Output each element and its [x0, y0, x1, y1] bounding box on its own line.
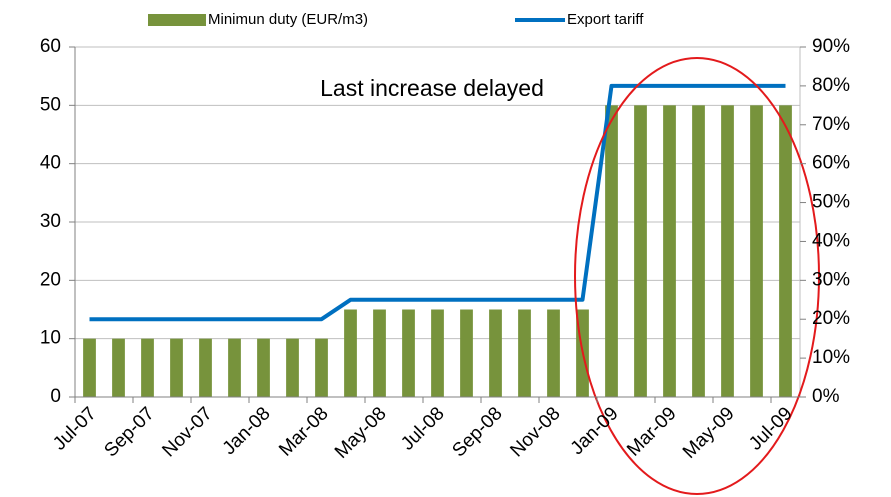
y2-tick-label: 0%	[812, 386, 840, 407]
bar	[634, 105, 647, 397]
y-tick-label: 20	[40, 269, 61, 290]
y2-tick-label: 80%	[812, 75, 850, 96]
legend-swatch	[148, 14, 206, 26]
bar	[547, 309, 560, 397]
x-tick-label: May-08	[331, 403, 391, 463]
bar	[170, 338, 183, 397]
bar	[721, 105, 734, 397]
y2-tick-label: 90%	[812, 36, 850, 57]
x-tick-label: Jan-08	[219, 403, 275, 459]
y2-tick-label: 30%	[812, 269, 850, 290]
bar	[257, 338, 270, 397]
bar	[228, 338, 241, 397]
x-tick-label: Mar-08	[275, 403, 332, 460]
bar	[692, 105, 705, 397]
x-tick-label: Sep-08	[448, 403, 506, 461]
y2-tick-label: 70%	[812, 114, 850, 135]
bar	[141, 338, 154, 397]
bar	[199, 338, 212, 397]
x-tick-label: Jul-07	[49, 403, 100, 454]
y2-tick-label: 50%	[812, 192, 850, 213]
x-tick-label: May-09	[679, 403, 739, 463]
bar	[460, 309, 473, 397]
y-tick-label: 50	[40, 94, 61, 115]
bar	[344, 309, 357, 397]
bar	[605, 105, 618, 397]
bar	[431, 309, 444, 397]
bar	[315, 338, 328, 397]
y-tick-label: 60	[40, 36, 61, 57]
legend-label: Minimun duty (EUR/m3)	[208, 11, 368, 28]
x-tick-label: Jul-08	[397, 403, 448, 454]
y-tick-label: 10	[40, 328, 61, 349]
y-tick-label: 30	[40, 211, 61, 232]
y2-tick-label: 20%	[812, 308, 850, 329]
bar	[489, 309, 502, 397]
y2-tick-label: 40%	[812, 230, 850, 251]
legend-label: Export tariff	[567, 11, 644, 28]
highlight-ellipse	[574, 57, 820, 495]
bar	[286, 338, 299, 397]
y2-tick-label: 60%	[812, 153, 850, 174]
line	[89, 83, 786, 322]
y2-tick-label: 10%	[812, 347, 850, 368]
bar	[373, 309, 386, 397]
bar	[83, 338, 96, 397]
bar	[112, 338, 125, 397]
x-tick-label: Nov-07	[158, 403, 216, 461]
bar	[779, 105, 792, 397]
x-tick-label: Jul-09	[745, 403, 796, 454]
annotation: Last increase delayed	[320, 75, 544, 101]
y-tick-label: 0	[50, 386, 61, 407]
bar	[750, 105, 763, 397]
bar	[663, 105, 676, 397]
bar	[402, 309, 415, 397]
x-tick-label: Jan-09	[567, 403, 623, 459]
bar	[518, 309, 531, 397]
x-tick-label: Sep-07	[100, 403, 158, 461]
x-tick-label: Mar-09	[623, 403, 680, 460]
y-tick-label: 40	[40, 153, 61, 174]
x-tick-label: Nov-08	[506, 403, 564, 461]
